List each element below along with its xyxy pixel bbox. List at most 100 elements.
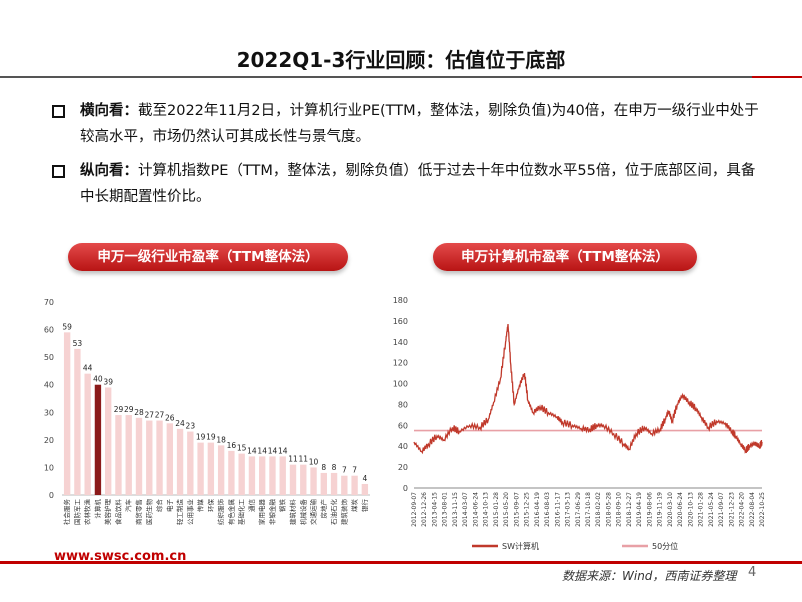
bar-data-label: 23 bbox=[186, 422, 196, 431]
bar bbox=[269, 456, 276, 495]
y-tick-label: 40 bbox=[44, 381, 54, 390]
bar bbox=[187, 431, 194, 495]
x-tick-label: 2020-10-13 bbox=[687, 492, 694, 527]
x-tick-label: 国防军工 bbox=[72, 499, 81, 526]
bar bbox=[166, 423, 173, 495]
bar-data-label: 8 bbox=[332, 463, 337, 472]
bar-data-label: 8 bbox=[321, 463, 326, 472]
x-tick-label: 非银金融 bbox=[267, 499, 276, 526]
bullet-list: 横向看：截至2022年11月2日，计算机行业PE(TTM，整体法，剔除负值)为4… bbox=[52, 98, 762, 218]
x-tick-label: 纺织服饰 bbox=[216, 499, 225, 526]
computer-pe-series-line bbox=[413, 323, 763, 455]
x-tick-label: 传媒 bbox=[196, 499, 205, 513]
x-tick-label: 2015-09-07 bbox=[513, 492, 520, 527]
bar bbox=[351, 475, 358, 495]
legend-label-sw: SW计算机 bbox=[502, 541, 539, 551]
bar bbox=[84, 373, 91, 495]
computer-pe-line-chart: 0 20 40 60 80 100 120 140 160 180 2012-09-07 2012-1… bbox=[393, 296, 766, 551]
x-tick-label: 轻工制造 bbox=[175, 499, 184, 526]
bar-data-label: 59 bbox=[62, 322, 72, 331]
x-tick-label: 交通运输 bbox=[309, 499, 318, 526]
x-tick-label: 2022-10-25 bbox=[759, 492, 766, 527]
bullet-lead: 横向看： bbox=[80, 103, 138, 119]
x-tick-label: 2016-04-19 bbox=[534, 492, 541, 527]
x-tick-label: 2016-11-17 bbox=[554, 492, 561, 527]
x-tick-label: 2019-04-19 bbox=[636, 492, 643, 527]
x-tick-label: 2018-12-27 bbox=[626, 492, 633, 527]
x-tick-label: 2020-06-24 bbox=[677, 492, 684, 527]
x-tick-label: 2012-12-26 bbox=[421, 492, 428, 527]
bar-data-label: 24 bbox=[175, 419, 185, 428]
bar-data-label: 39 bbox=[103, 377, 113, 386]
y-tick-label: 60 bbox=[398, 421, 408, 430]
bar bbox=[228, 450, 235, 495]
x-tick-label: 2015-05-20 bbox=[503, 492, 510, 527]
y-tick-label: 140 bbox=[393, 338, 408, 347]
bar-data-label: 28 bbox=[134, 408, 144, 417]
x-tick-label: 石油石化 bbox=[329, 499, 338, 526]
footer-rule bbox=[0, 561, 802, 564]
bullet-horizontal: 横向看：截至2022年11月2日，计算机行业PE(TTM，整体法，剔除负值)为4… bbox=[52, 98, 762, 150]
bar-data-label: 14 bbox=[268, 446, 278, 455]
x-tick-label: 2019-11-19 bbox=[657, 492, 664, 527]
x-tick-label: 商贸零售 bbox=[134, 499, 143, 525]
x-tick-label: 2018-02-02 bbox=[595, 492, 602, 527]
left-chart-title: 申万一级行业市盈率（TTM整体法） bbox=[68, 243, 348, 271]
x-tick-label: 2021-12-23 bbox=[728, 492, 735, 527]
y-tick-label: 100 bbox=[393, 380, 408, 389]
x-tick-label: 2017-03-13 bbox=[565, 492, 572, 527]
bar bbox=[279, 456, 286, 495]
x-tick-label: 煤炭 bbox=[350, 499, 359, 513]
x-tick-label: 综合 bbox=[155, 499, 164, 513]
bar bbox=[115, 415, 122, 495]
checkbox-square-icon bbox=[52, 105, 65, 118]
bar-data-label: 29 bbox=[114, 405, 124, 414]
y-tick-label: 70 bbox=[44, 298, 54, 307]
x-tick-label: 2019-08-06 bbox=[646, 492, 653, 527]
x-tick-label: 2013-04-15 bbox=[431, 492, 438, 527]
y-tick-label: 40 bbox=[398, 442, 408, 451]
x-tick-label: 家用电器 bbox=[257, 499, 266, 526]
x-tick-label: 通信 bbox=[247, 499, 256, 513]
y-tick-label: 30 bbox=[44, 408, 54, 417]
bar bbox=[207, 442, 215, 495]
bar-data-label: 27 bbox=[144, 411, 154, 420]
bar-data-label: 14 bbox=[247, 446, 257, 455]
x-tick-label: 食品饮料 bbox=[113, 499, 122, 526]
y-tick-label: 10 bbox=[44, 463, 54, 472]
y-tick-label: 60 bbox=[44, 326, 54, 335]
bar bbox=[105, 387, 112, 495]
y-tick-label: 20 bbox=[44, 436, 54, 445]
bar bbox=[310, 467, 317, 495]
x-tick-label: 2021-09-07 bbox=[718, 492, 725, 527]
bar-data-label: 4 bbox=[362, 474, 367, 483]
bar-data-label: 53 bbox=[73, 339, 83, 348]
bar-data-label: 14 bbox=[278, 446, 288, 455]
title-underline bbox=[0, 76, 802, 78]
bar-data-label: 16 bbox=[227, 441, 237, 450]
bar bbox=[125, 415, 132, 495]
bar bbox=[176, 428, 184, 495]
bar-data-label: 11 bbox=[298, 455, 308, 464]
bar-data-label: 7 bbox=[342, 466, 347, 475]
x-tick-label: 房地产 bbox=[319, 499, 328, 519]
bar bbox=[217, 445, 225, 495]
x-tick-label: 钢铁 bbox=[278, 499, 287, 513]
page-number: 4 bbox=[748, 565, 757, 580]
x-tick-label: 2021-01-28 bbox=[698, 492, 705, 527]
x-tick-label: 银行 bbox=[360, 499, 369, 513]
y-tick-label: 80 bbox=[398, 400, 408, 409]
bar bbox=[330, 472, 338, 495]
bar-data-label: 19 bbox=[206, 433, 216, 442]
bar-data-label: 40 bbox=[93, 375, 103, 384]
bar-data-label: 11 bbox=[288, 455, 298, 464]
x-tick-label: 机械设备 bbox=[298, 499, 307, 526]
x-tick-label: 2018-09-10 bbox=[616, 492, 623, 527]
x-tick-label: 公用事业 bbox=[185, 499, 194, 526]
x-tick-label: 美容护理 bbox=[103, 499, 112, 526]
x-tick-label: 社会服务 bbox=[62, 499, 71, 526]
bar bbox=[289, 464, 297, 495]
bar-data-label: 26 bbox=[165, 413, 175, 422]
page-title: 2022Q1-3行业回顾：估值位于底部 bbox=[236, 48, 566, 72]
x-tick-label: 环保 bbox=[206, 499, 215, 513]
